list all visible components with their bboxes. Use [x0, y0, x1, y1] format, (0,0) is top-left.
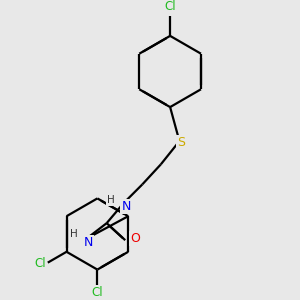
Text: O: O	[130, 232, 140, 245]
Text: Cl: Cl	[164, 0, 176, 13]
Text: Cl: Cl	[92, 286, 103, 299]
Text: H: H	[107, 195, 115, 205]
Text: N: N	[122, 200, 131, 213]
Text: N: N	[83, 236, 93, 249]
Text: Cl: Cl	[34, 257, 46, 270]
Text: S: S	[177, 136, 185, 149]
Text: H: H	[70, 229, 77, 239]
